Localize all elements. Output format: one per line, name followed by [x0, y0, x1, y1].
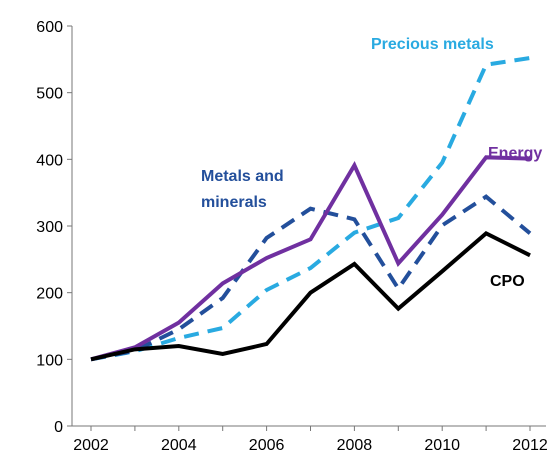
- axes: 0 100 200 300 400 500 600 2002 2004 2006 2008 2010…: [36, 19, 548, 454]
- y-ticks: 0 100 200 300 400 500 600: [36, 19, 72, 436]
- metals-minerals-label-line1: Metals and: [201, 168, 284, 185]
- x-ticks: 2002 2004 2006 2008 2010 2012: [73, 426, 548, 454]
- y-tick-label: 300: [36, 219, 63, 236]
- y-tick-label: 600: [36, 19, 63, 36]
- x-tick-label: 2006: [249, 437, 285, 454]
- series-lines: [90, 56, 532, 362]
- energy-label: Energy: [488, 145, 542, 162]
- series-line-metals: [90, 194, 532, 362]
- x-tick-label: 2008: [337, 437, 373, 454]
- y-tick-label: 400: [36, 152, 63, 169]
- series-line-energy: [90, 155, 531, 362]
- x-tick-label: 2010: [424, 437, 460, 454]
- metals-minerals-label-line2: minerals: [201, 194, 267, 211]
- y-tick-label: 200: [36, 286, 63, 303]
- x-tick-label: 2002: [73, 437, 109, 454]
- y-tick-label: 0: [54, 419, 63, 436]
- x-tick-label: 2004: [161, 437, 197, 454]
- y-tick-label: 100: [36, 352, 63, 369]
- y-tick-label: 500: [36, 86, 63, 103]
- x-tick-label: 2012: [512, 437, 548, 454]
- series-labels: Precious metals Metals and minerals Ener…: [201, 36, 542, 290]
- series-line-cpo: [90, 230, 531, 362]
- cpo-label: CPO: [490, 273, 525, 290]
- series-line-precious: [90, 56, 531, 362]
- precious-metals-label: Precious metals: [371, 36, 494, 53]
